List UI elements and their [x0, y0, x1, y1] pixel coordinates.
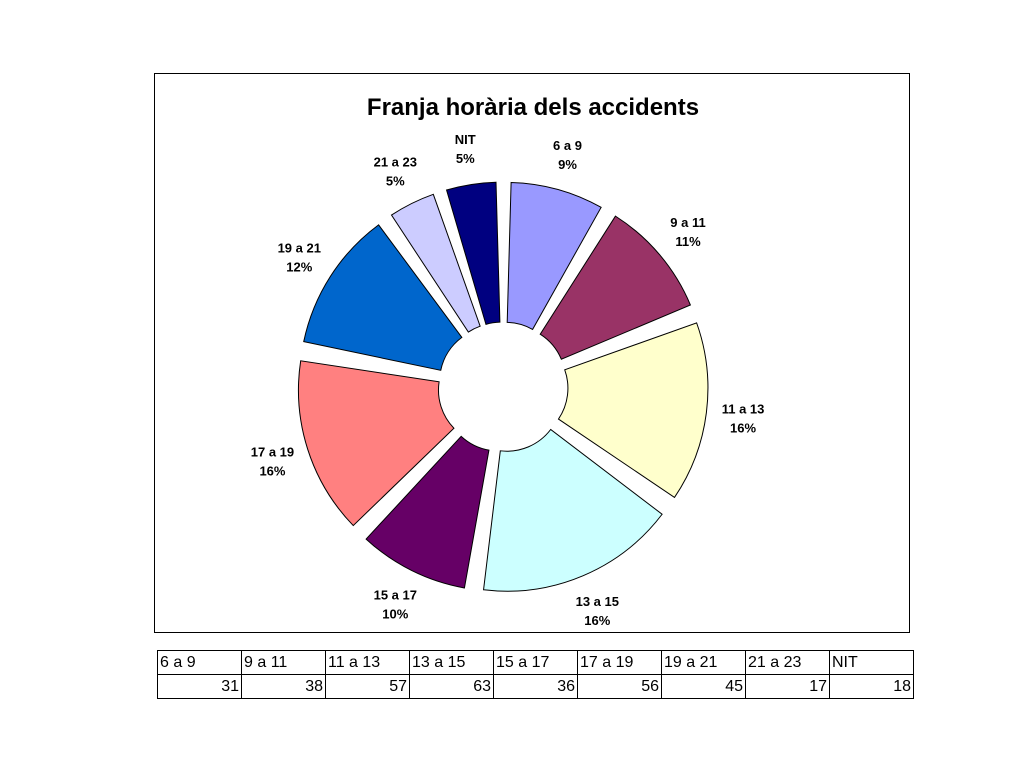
- chart-frame: Franja horària dels accidents 6 a 9 9% 9 a…: [154, 73, 910, 633]
- table-value-cell: 45: [661, 674, 746, 699]
- table-header-row: 6 a 9 9 a 11 11 a 13 13 a 15 15 a 17 17 …: [157, 650, 914, 675]
- pie-slice: [390, 193, 481, 333]
- pie-slice: [445, 181, 501, 325]
- table-header-cell: 19 a 21: [661, 650, 746, 675]
- slice-category-label: 9 a 11: [670, 215, 705, 230]
- chart-title: Franja horària dels accidents: [366, 94, 700, 121]
- pie-slice: [365, 435, 490, 589]
- table-value-cell: 57: [325, 674, 410, 699]
- data-table: 6 a 9 9 a 11 11 a 13 13 a 15 15 a 17 17 …: [157, 650, 914, 699]
- table-value-cell: 38: [241, 674, 326, 699]
- table-header-cell: 6 a 9: [157, 650, 242, 675]
- slice-category-label: 13 a 15: [576, 594, 619, 609]
- slice-category-label: 21 a 23: [374, 154, 417, 169]
- table-value-cell: 31: [157, 674, 242, 699]
- slice-percent-label: 16%: [730, 420, 756, 435]
- pie-slice: [303, 224, 463, 371]
- slice-percent-label: 5%: [456, 151, 475, 166]
- table-value-cell: 18: [829, 674, 914, 699]
- table-header-cell: 11 a 13: [325, 650, 410, 675]
- slice-percent-label: 5%: [386, 173, 405, 188]
- pie-slice: [298, 360, 455, 527]
- slice-category-label: 17 a 19: [251, 445, 294, 460]
- slice-percent-label: 10%: [382, 607, 408, 622]
- slice-category-label: 15 a 17: [374, 588, 417, 603]
- pie-slice: [539, 215, 692, 360]
- pie-slice: [506, 181, 602, 331]
- slice-category-label: 19 a 21: [278, 240, 321, 255]
- table-header-cell: 13 a 15: [409, 650, 494, 675]
- donut-chart: 6 a 9 9% 9 a 11 11% 11 a 13 16% 13 a 15 16% 15 a…: [251, 132, 765, 628]
- table-value-row: 31 38 57 63 36 56 45 17 18: [157, 674, 914, 699]
- slice-category-label: 6 a 9: [553, 138, 582, 153]
- table-header-cell: NIT: [829, 650, 914, 675]
- slice-percent-label: 12%: [286, 259, 312, 274]
- table-value-cell: 17: [745, 674, 830, 699]
- slice-percent-label: 16%: [584, 613, 610, 628]
- slice-category-label: 11 a 13: [722, 401, 765, 416]
- table-header-cell: 17 a 19: [577, 650, 662, 675]
- pie-slice: [557, 322, 709, 499]
- table-value-cell: 56: [577, 674, 662, 699]
- table-header-cell: 15 a 17: [493, 650, 578, 675]
- slice-percent-label: 9%: [558, 157, 577, 172]
- table-header-cell: 9 a 11: [241, 650, 326, 675]
- table-value-cell: 36: [493, 674, 578, 699]
- pie-slice: [482, 428, 663, 592]
- slice-category-label: NIT: [455, 132, 476, 147]
- table-header-cell: 21 a 23: [745, 650, 830, 675]
- slice-percent-label: 11%: [675, 234, 701, 249]
- slice-percent-label: 16%: [259, 464, 285, 479]
- table-value-cell: 63: [409, 674, 494, 699]
